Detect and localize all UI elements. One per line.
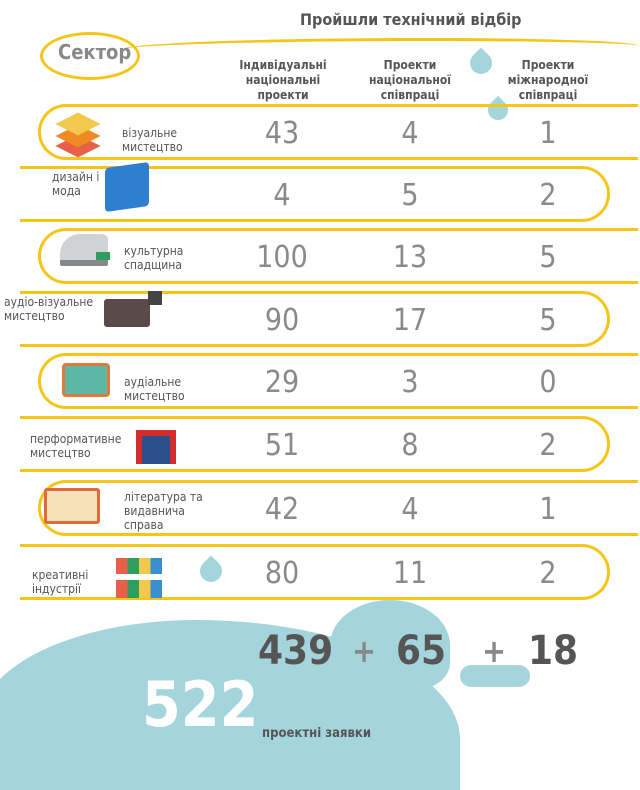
total-national: 65: [396, 628, 447, 674]
sector-label: культурна спадщина: [124, 244, 184, 272]
value-individual: 42: [264, 492, 300, 527]
sector-label: дизайн і мода: [52, 170, 100, 198]
water-splash: [330, 600, 450, 690]
table-row: дизайн і мода 4 5 2: [0, 160, 640, 224]
sector-label: аудіальне мистецтво: [124, 375, 185, 403]
decorative-loop: [20, 544, 610, 600]
value-international: 2: [539, 428, 557, 463]
decorative-loop: [38, 353, 638, 409]
decorative-loop: [40, 32, 140, 80]
decorative-loop: [20, 291, 610, 347]
value-national: 4: [401, 492, 419, 527]
table-row: аудіо-візуальне мистецтво 90 17 5: [0, 285, 640, 349]
decorative-loop: [38, 480, 638, 536]
value-individual: 43: [264, 116, 300, 151]
total-individual: 439: [258, 628, 334, 674]
value-international: 2: [539, 556, 557, 591]
table-row: перформативне мистецтво 51 8 2: [0, 410, 640, 474]
radio-icon: [62, 363, 110, 397]
decorative-loop: [20, 166, 610, 222]
value-national: 13: [392, 240, 428, 275]
value-individual: 29: [264, 365, 300, 400]
sector-label: перформативне мистецтво: [30, 432, 122, 460]
value-national: 5: [401, 178, 419, 213]
value-individual: 80: [264, 556, 300, 591]
grand-total-label: проектні заявки: [262, 726, 372, 741]
value-national: 3: [401, 365, 419, 400]
column-header-individual: Індивідуальні національні проекти: [239, 58, 327, 102]
sector-label: аудіо-візуальне мистецтво: [4, 295, 94, 323]
decorative-loop: [20, 416, 610, 472]
sector-label: література та видавнича справа: [124, 490, 203, 532]
sector-label: креативні індустрії: [32, 568, 89, 596]
plus-sign: +: [352, 632, 377, 670]
value-international: 0: [539, 365, 557, 400]
value-national: 17: [392, 303, 428, 338]
total-international: 18: [528, 628, 579, 674]
water-splash: [460, 665, 530, 687]
theater-stage-icon: [136, 430, 176, 464]
column-header-international: Проекти міжнародної співпраці: [507, 58, 589, 102]
value-individual: 51: [264, 428, 300, 463]
museum-building-icon: [60, 234, 110, 266]
value-international: 5: [539, 303, 557, 338]
value-international: 1: [539, 492, 557, 527]
column-header-national: Проекти національної співпраці: [369, 58, 451, 102]
value-national: 4: [401, 116, 419, 151]
value-individual: 4: [273, 178, 291, 213]
table-row: культурна спадщина 100 13 5: [0, 222, 640, 286]
sector-label: візуальне мистецтво: [122, 126, 183, 154]
decorative-loop: [38, 104, 638, 160]
sector-header: Сектор: [58, 40, 132, 64]
plus-sign: +: [482, 632, 507, 670]
grand-total: 522: [142, 668, 259, 741]
table-row: візуальне мистецтво 43 4 1: [0, 98, 640, 162]
video-camera-icon: [104, 291, 162, 327]
value-international: 2: [539, 178, 557, 213]
table-row: аудіальне мистецтво 29 3 0: [0, 347, 640, 411]
table-row: креативні індустрії 80 11 2: [0, 538, 640, 602]
decorative-loop: [38, 228, 638, 284]
page-title: Пройшли технічний відбір: [300, 10, 522, 29]
table-row: література та видавнича справа 42 4 1: [0, 474, 640, 538]
value-international: 1: [539, 116, 557, 151]
value-national: 8: [401, 428, 419, 463]
decorative-loop: [120, 38, 640, 58]
value-individual: 90: [264, 303, 300, 338]
blueprint-icon: [105, 161, 149, 213]
open-book-icon: [44, 488, 100, 524]
value-international: 5: [539, 240, 557, 275]
value-national: 11: [392, 556, 428, 591]
value-individual: 100: [256, 240, 308, 275]
